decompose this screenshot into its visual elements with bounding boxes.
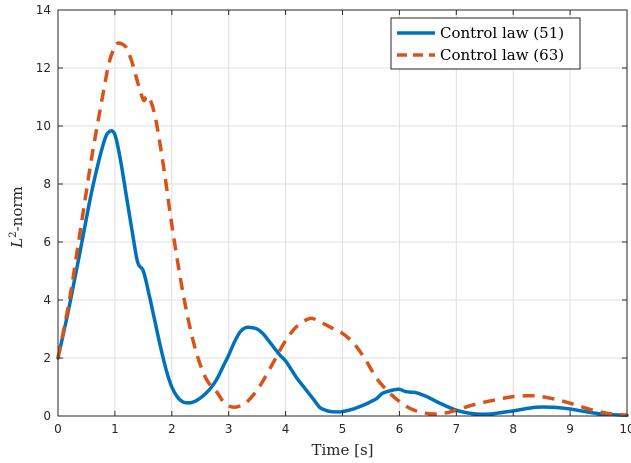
legend-label-1: Control law (51) — [440, 24, 564, 42]
x-tick-label: 2 — [168, 422, 176, 436]
y-axis-label: L2-norm — [8, 186, 26, 249]
y-tick-label: 2 — [43, 351, 51, 365]
x-tick-label: 8 — [509, 422, 517, 436]
x-tick-label: 7 — [452, 422, 460, 436]
x-tick-label: 5 — [339, 422, 347, 436]
y-axis-label-base: L — [8, 238, 26, 249]
grid — [57, 9, 628, 417]
y-axis-label-rest: -norm — [8, 186, 26, 231]
x-tick-label: 0 — [54, 422, 62, 436]
y-tick-label: 14 — [36, 3, 51, 17]
y-axis-label-superscript: 2 — [8, 231, 19, 237]
y-tick-label: 10 — [36, 119, 51, 133]
x-tick-label: 10 — [619, 422, 631, 436]
series-line-1 — [56, 129, 629, 418]
legend: Control law (51) Control law (63) — [390, 17, 581, 70]
x-tick-label: 6 — [396, 422, 404, 436]
series-layer — [56, 41, 629, 418]
x-tick-label: 4 — [282, 422, 290, 436]
legend-box — [390, 17, 581, 70]
x-tick-label: 9 — [566, 422, 574, 436]
y-tick-label: 0 — [43, 409, 51, 423]
x-tick-label: 3 — [225, 422, 233, 436]
y-tick-label: 6 — [43, 235, 51, 249]
x-tick-label: 1 — [111, 422, 119, 436]
y-tick-label: 12 — [36, 61, 51, 75]
y-tick-label: 4 — [43, 293, 51, 307]
y-tick-label: 8 — [43, 177, 51, 191]
series-line-2 — [56, 41, 628, 417]
x-axis-label: Time [s] — [311, 441, 373, 459]
legend-label-2: Control law (63) — [440, 46, 564, 64]
